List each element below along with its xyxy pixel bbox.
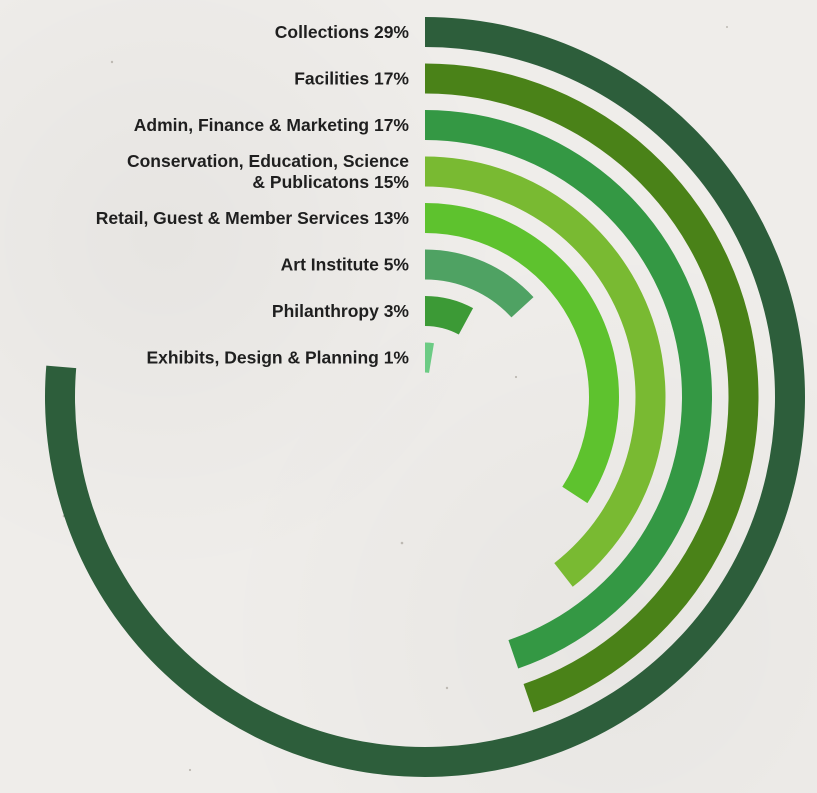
arc-value-facilities: 17% (374, 69, 409, 89)
arc-label-art-institute: Art Institute 5% (281, 255, 410, 275)
arc-label-exhibits-design-planning: Exhibits, Design & Planning 1% (146, 348, 409, 368)
arc-label-facilities: Facilities 17% (294, 69, 409, 89)
arc-label-admin-finance-marketing: Admin, Finance & Marketing 17% (134, 115, 410, 135)
arc-bar-art-institute (425, 249, 534, 318)
arc-label-line: & Publicatons 15% (252, 172, 409, 192)
arc-value-collections: 29% (374, 22, 409, 42)
arc-value-exhibits-design-planning: 1% (384, 348, 410, 368)
arc-bar-retail-guest-member-services (425, 203, 619, 504)
arc-value-art-institute: 5% (384, 255, 410, 275)
arc-label-line: Collections 29% (275, 22, 410, 42)
arc-group (44, 17, 805, 777)
arc-value-philanthropy: 3% (384, 301, 410, 321)
arc-label-philanthropy: Philanthropy 3% (272, 301, 410, 321)
arc-label-collections: Collections 29% (275, 22, 410, 42)
arc-label-line: Exhibits, Design & Planning 1% (146, 348, 409, 368)
arc-label-line: Conservation, Education, Science (127, 151, 409, 171)
arc-value-admin-finance-marketing: 17% (374, 115, 409, 135)
arc-bar-conservation-education-science (425, 156, 666, 587)
arc-label-line: Art Institute 5% (281, 255, 410, 275)
arc-value-conservation-education-science: 15% (374, 172, 409, 192)
arc-label-retail-guest-member-services: Retail, Guest & Member Services 13% (96, 208, 410, 228)
label-group: Collections 29% Facilities 17% Admin, Fina… (96, 22, 410, 368)
arc-label-line: Admin, Finance & Marketing 17% (134, 115, 410, 135)
arc-label-line: Facilities 17% (294, 69, 409, 89)
arc-label-conservation-education-science: Conservation, Education, Science & Public… (127, 151, 409, 192)
arc-bar-admin-finance-marketing (425, 110, 713, 669)
arc-label-line: Philanthropy 3% (272, 301, 410, 321)
arc-bar-philanthropy (425, 296, 474, 335)
arc-value-retail-guest-member-services: 13% (374, 208, 409, 228)
arc-bar-exhibits-design-planning (425, 342, 434, 373)
arc-label-line: Retail, Guest & Member Services 13% (96, 208, 410, 228)
